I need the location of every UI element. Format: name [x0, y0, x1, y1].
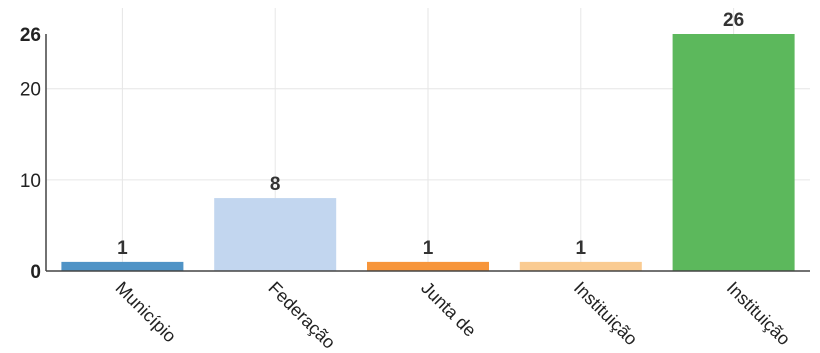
x-tick-label: Instituição: [723, 278, 794, 349]
y-tick-label: 10: [20, 171, 41, 192]
x-tick-label: Junta de: [417, 278, 480, 341]
x-tick-label: Federação: [264, 278, 339, 353]
data-label: 1: [576, 238, 587, 259]
data-label: 26: [723, 10, 744, 31]
bar: [367, 261, 489, 271]
bar: [61, 261, 184, 271]
bar: [672, 34, 795, 271]
y-tick-label: 26: [20, 25, 41, 46]
bar: [519, 261, 642, 271]
x-tick-label: Instituição: [570, 278, 641, 349]
y-tick-label: 0: [30, 262, 41, 283]
data-label: 8: [270, 174, 281, 195]
y-tick-label: 20: [20, 80, 41, 101]
x-tick-label: Município: [112, 278, 181, 347]
bar: [214, 198, 337, 271]
data-label: 1: [423, 238, 434, 259]
bars: [61, 34, 795, 271]
data-label: 1: [117, 238, 128, 259]
axes: [45, 34, 810, 272]
